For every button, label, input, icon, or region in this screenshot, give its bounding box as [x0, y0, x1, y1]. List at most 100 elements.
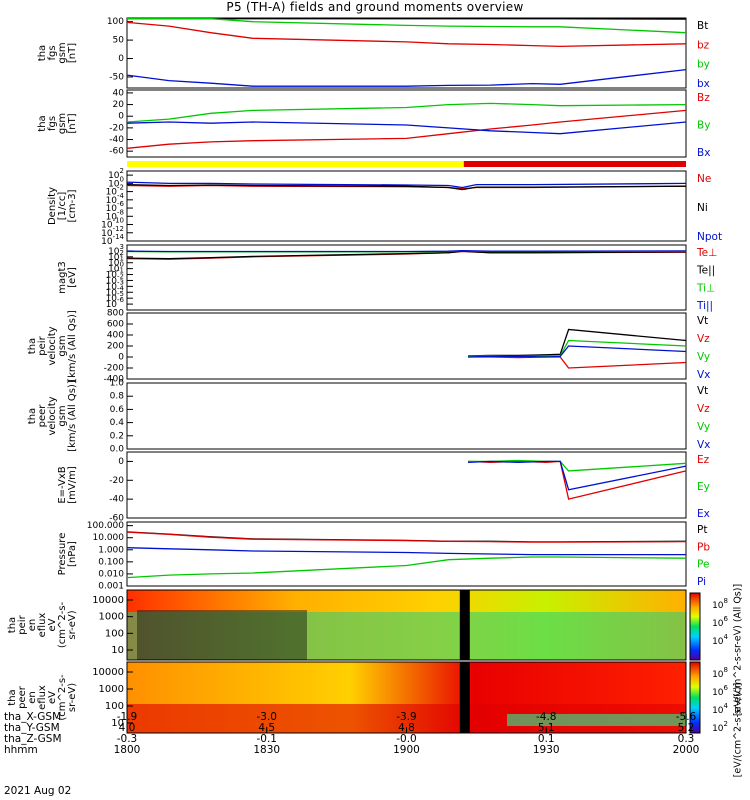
time-tick-y: 5.1: [537, 722, 555, 734]
y-tick-label: 10: [111, 645, 124, 656]
y-tick-label: 10-4: [106, 284, 125, 298]
time-tick-y: 4.0: [118, 722, 136, 734]
series-Npot-line: [126, 181, 687, 189]
y-axis-label-line: tha: [7, 689, 18, 705]
y-axis-label-line: peer: [37, 404, 48, 428]
y-tick-label: 0.001: [98, 582, 124, 592]
y-tick-label: 10-8: [106, 208, 124, 222]
time-tick-z: -0.3: [116, 733, 138, 745]
panel-8: [126, 521, 687, 587]
legend-label: Vz: [697, 333, 710, 345]
y-tick-label: 10.000: [93, 533, 125, 543]
panel-3: [126, 170, 687, 242]
series-bz-line: [126, 21, 687, 48]
y-tick-label: 103: [108, 243, 124, 257]
y-axis-label-line: fgs: [47, 45, 58, 60]
time-tick-x: -3.9: [396, 711, 417, 723]
y-tick-label: 40: [113, 88, 125, 98]
row-label-hhmm: hhmm: [4, 744, 38, 756]
y-tick-label: 0.6: [110, 405, 125, 415]
y-tick-label: 0: [118, 54, 124, 64]
y-axis-label-line: velocity: [47, 396, 58, 435]
time-tick-x: -1.9: [116, 711, 138, 723]
legend-label: Te||: [696, 265, 715, 277]
data-gap: [459, 662, 470, 733]
panel-4: [126, 244, 687, 311]
y-tick-label: 400: [107, 331, 124, 341]
y-tick-label: 10-14: [101, 233, 124, 247]
y-tick-label: 10000: [92, 595, 124, 606]
colorbar-tick-label: 106: [712, 615, 728, 629]
date-label: 2021 Aug 02: [4, 785, 72, 797]
y-tick-label: 1000: [99, 684, 124, 695]
panel-1: [126, 89, 687, 158]
series-by-line: [127, 18, 687, 34]
y-tick-label: 1.0: [110, 379, 125, 389]
y-axis-label-line: eflux: [37, 613, 48, 638]
y-axis-label-line: Density: [47, 187, 58, 225]
legend-label: Te⊥: [696, 247, 717, 259]
y-tick-label: 10-2: [106, 272, 124, 286]
y-axis-label-line: [1/cc]: [57, 192, 68, 221]
mode-bar-segment: [127, 161, 464, 167]
legend-label: Bt: [697, 20, 708, 32]
y-tick-label: 10-6: [106, 296, 125, 310]
y-tick-label: 0: [118, 353, 124, 363]
series-Ni-line: [126, 183, 687, 191]
legend-label: Vz: [697, 403, 710, 415]
time-tick-z: 0.3: [677, 733, 695, 745]
legend-label: bz: [697, 39, 710, 51]
y-tick-label: 10-3: [106, 278, 124, 292]
series-Bx-line: [126, 121, 687, 135]
legend-label: Pt: [697, 524, 707, 536]
y-axis-label-line: en: [27, 619, 38, 632]
y-tick-label: -50: [109, 72, 124, 82]
panel-frame: [126, 244, 687, 311]
panel-7: [126, 451, 687, 519]
y-axis-label-line: eV: [47, 691, 58, 704]
y-tick-label: 200: [107, 342, 124, 352]
time-tick-column: -3.0 4.5 -0.1 1830: [227, 712, 307, 756]
y-tick-label: 800: [107, 309, 124, 319]
row-label-y: tha_Y-GSM: [4, 722, 60, 734]
time-tick-hhmm: 1900: [393, 744, 420, 756]
series-By-line: [126, 102, 687, 123]
legend-label: Vt: [697, 385, 708, 397]
row-label-x: tha_X-GSM: [4, 711, 62, 723]
panel-frame: [126, 17, 687, 89]
y-tick-label: 102: [108, 167, 124, 181]
time-tick-hhmm: 1830: [253, 744, 281, 756]
time-tick-y: 5.2: [677, 722, 695, 734]
legend-label: Ne: [697, 173, 711, 185]
heatmap-lowband: [127, 612, 686, 660]
y-axis-label-line: en: [27, 691, 38, 704]
y-tick-label: 100: [105, 628, 124, 639]
legend-label: Vy: [697, 351, 710, 363]
y-axis-label-line: gsm: [57, 405, 68, 426]
y-tick-label: -40: [109, 495, 124, 505]
y-tick-label: 10-12: [101, 225, 124, 239]
series-Ti-line: [126, 250, 687, 253]
legend-label: Vy: [697, 421, 710, 433]
time-tick-x: -3.0: [256, 711, 278, 723]
series-Vx-line: [467, 345, 687, 358]
y-tick-label: 100: [105, 701, 124, 712]
y-axis-label-line: [eV]: [67, 267, 78, 288]
y-tick-label: 0.4: [110, 418, 125, 428]
y-axis-label-line: E=-VxB: [57, 466, 68, 503]
y-tick-label: 1000: [99, 612, 124, 623]
time-tick-y: 4.8: [398, 722, 415, 734]
legend-label: by: [697, 59, 710, 71]
legend-label: Ey: [697, 481, 710, 493]
heatmap-green-band: [507, 714, 687, 726]
panel-frame: [126, 589, 687, 661]
y-axis-label-line: tha: [37, 45, 48, 61]
y-axis-label-line: peer: [17, 685, 28, 709]
y-axis-label-line: [nT]: [67, 113, 78, 133]
page-title: P5 (TH-A) fields and ground moments over…: [226, 0, 524, 14]
time-tick-hhmm: 2000: [672, 744, 700, 756]
time-tick-column: -4.8 5.1 0.1 1930: [506, 712, 586, 756]
time-tick-hhmm: 1800: [113, 744, 141, 756]
y-axis-label-line: gsm: [57, 335, 68, 356]
y-tick-label: -60: [109, 514, 124, 524]
